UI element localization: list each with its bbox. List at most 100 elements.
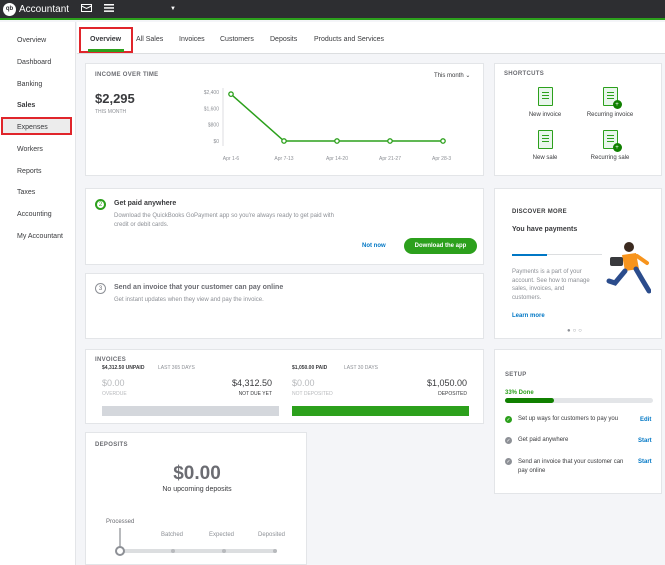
runner-illustration-icon <box>606 242 651 294</box>
download-app-button[interactable]: Download the app <box>404 238 477 254</box>
send-invoice-title[interactable]: Send an invoice that your customer can p… <box>114 284 284 291</box>
get-paid-title: Get paid anywhere <box>114 200 177 207</box>
plus-icon: + <box>612 143 622 152</box>
discover-description: Payments is a part of your account. See … <box>512 269 590 301</box>
plus-icon: + <box>612 100 622 109</box>
quickbooks-logo[interactable]: qb <box>3 2 16 16</box>
tab-overview[interactable]: Overview <box>90 36 122 43</box>
app-title[interactable]: Accountant <box>19 3 70 15</box>
deposit-step-batched: Batched <box>161 532 184 538</box>
carousel-dots-icon[interactable]: ●○○ <box>567 328 584 334</box>
not-deposited-label: NOT DEPOSITED <box>292 391 333 397</box>
chart-data-point <box>440 138 446 144</box>
caret-down-icon[interactable]: ▼ <box>170 6 176 12</box>
deposited-label: DEPOSITED <box>438 391 467 397</box>
recurring-sale-icon: + <box>602 130 622 152</box>
paid-label: $1,050.00 PAID <box>292 365 328 371</box>
setup-start-link[interactable]: Start <box>638 438 652 444</box>
setup-edit-link[interactable]: Edit <box>640 417 652 423</box>
deposit-step-processed: Processed <box>106 519 135 525</box>
discover-divider <box>547 254 602 255</box>
sidebar-item-banking[interactable]: Banking <box>17 81 43 88</box>
shortcut-new-invoice[interactable]: New invoice <box>515 87 575 118</box>
deposit-timeline-marker <box>119 528 121 548</box>
chart-y-tick-label: $2,400 <box>204 90 220 96</box>
income-period-select[interactable]: This month ⌄ <box>434 72 470 79</box>
setup-item-label: Get paid anywhere <box>518 437 569 443</box>
income-amount-label: THIS MONTH <box>95 109 127 115</box>
paid-progress-bar[interactable] <box>292 406 469 416</box>
tab-invoices[interactable]: Invoices <box>179 36 205 43</box>
briefcase-icon[interactable] <box>81 3 93 15</box>
shortcuts-card: SHORTCUTS New invoice + Recurring invoic… <box>494 63 662 176</box>
unpaid-period: LAST 365 DAYS <box>158 365 195 371</box>
sidebar-item-my-accountant[interactable]: My Accountant <box>17 233 63 240</box>
chart-y-tick-label: $1,600 <box>204 106 220 112</box>
learn-more-link[interactable]: Learn more <box>512 313 545 319</box>
shortcut-new-sale-label: New sale <box>532 155 558 161</box>
sidebar-item-workers[interactable]: Workers <box>17 146 43 153</box>
chart-y-tick-label: $0 <box>213 139 219 145</box>
setup-item-send-invoice: ✓ Send an invoice that your customer can… <box>505 458 630 476</box>
chart-data-point <box>281 138 287 144</box>
discover-heading: You have payments <box>512 226 578 233</box>
sidebar-item-taxes[interactable]: Taxes <box>17 189 36 196</box>
send-invoice-description: Get instant updates when they view and p… <box>114 297 264 303</box>
deposits-card: DEPOSITS $0.00 No upcoming deposits Proc… <box>85 432 307 565</box>
chart-series-line <box>230 93 443 142</box>
setup-card: SETUP 33% Done ✓ Set up ways for custome… <box>494 349 662 494</box>
not-deposited-value[interactable]: $0.00 <box>292 378 315 388</box>
get-paid-anywhere-card: 2 Get paid anywhere Download the QuickBo… <box>85 188 484 265</box>
tab-products-and-services[interactable]: Products and Services <box>314 36 385 43</box>
deposit-timeline-track <box>119 549 277 553</box>
sidebar-item-expenses[interactable]: Expenses <box>17 124 48 131</box>
not-now-link[interactable]: Not now <box>362 243 386 249</box>
active-tab-highlight <box>79 27 133 53</box>
deposits-amount: $0.00 <box>173 463 221 484</box>
sidebar-item-sales[interactable]: Sales <box>17 102 36 109</box>
shortcut-new-sale[interactable]: New sale <box>515 130 575 161</box>
recurring-invoice-icon: + <box>602 87 622 109</box>
deposits-title: DEPOSITS <box>95 442 128 448</box>
chart-y-tick-label: $800 <box>208 123 219 129</box>
deposit-timeline-dot <box>171 549 175 553</box>
setup-progress-fill <box>505 398 554 403</box>
check-icon: ✓ <box>505 458 512 465</box>
shortcut-recurring-invoice[interactable]: + Recurring invoice <box>580 87 640 118</box>
deposit-timeline-dot <box>273 549 277 553</box>
active-nav-highlight <box>1 117 72 135</box>
sidebar-item-accounting[interactable]: Accounting <box>17 211 52 218</box>
chart-x-tick-label: Apr 1-6 <box>223 156 240 162</box>
tab-deposits[interactable]: Deposits <box>270 36 298 43</box>
chart-x-tick-label: Apr 21-27 <box>379 156 401 162</box>
setup-start-link[interactable]: Start <box>638 459 652 465</box>
not-due-value[interactable]: $4,312.50 <box>231 378 272 388</box>
sale-receipt-icon <box>537 130 553 149</box>
chart-data-point <box>228 91 234 97</box>
sidebar-item-overview[interactable]: Overview <box>17 37 47 44</box>
invoices-title: INVOICES <box>95 357 127 363</box>
sidebar: Overview Dashboard Banking Sales Expense… <box>0 22 76 565</box>
shortcut-new-invoice-label: New invoice <box>528 112 562 118</box>
tab-customers[interactable]: Customers <box>220 36 254 43</box>
active-tab-underline <box>88 49 124 52</box>
income-card-title: INCOME OVER TIME <box>95 72 159 78</box>
unpaid-progress-bar[interactable] <box>102 406 279 416</box>
discover-title: DISCOVER MORE <box>512 209 567 215</box>
setup-item-get-paid: ✓ Get paid anywhere <box>505 437 653 444</box>
deposit-step-expected: Expected <box>209 532 235 538</box>
deposited-value[interactable]: $1,050.00 <box>426 378 467 388</box>
income-period-label: This month <box>434 73 464 79</box>
overdue-value[interactable]: $0.00 <box>102 378 125 388</box>
setup-item-label: Set up ways for customers to pay you <box>518 416 619 422</box>
sidebar-item-dashboard[interactable]: Dashboard <box>17 59 52 66</box>
sidebar-item-reports[interactable]: Reports <box>17 168 42 175</box>
menu-icon[interactable] <box>104 3 115 15</box>
not-due-label: NOT DUE YET <box>238 391 272 397</box>
unpaid-label: $4,312.50 UNPAID <box>102 365 145 371</box>
tab-all-sales[interactable]: All Sales <box>136 36 164 43</box>
shortcut-recurring-sale-label: Recurring sale <box>590 155 630 161</box>
step-number: 2 <box>95 199 106 210</box>
shortcut-recurring-sale[interactable]: + Recurring sale <box>580 130 640 161</box>
discover-more-card: DISCOVER MORE You have payments Payments… <box>494 188 662 339</box>
